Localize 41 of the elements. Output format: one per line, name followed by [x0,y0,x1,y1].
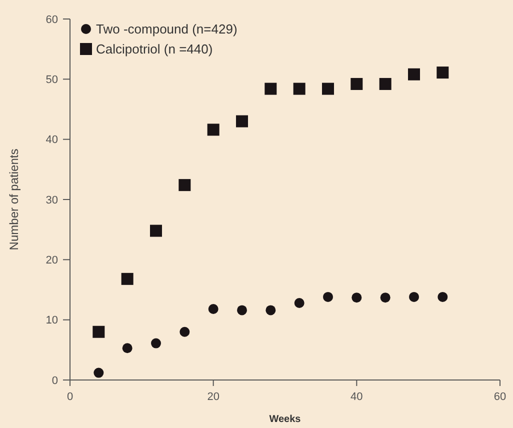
point [150,224,162,237]
point [379,78,392,90]
y-tick-label: 0 [52,374,58,387]
point [92,326,105,338]
legend-label: Two -compound (n=429) [96,22,238,37]
point [266,305,276,316]
y-tick-label: 20 [46,254,58,267]
point [151,338,161,348]
point [293,82,306,95]
point [352,292,362,303]
x-tick-label: 40 [350,391,363,403]
point [350,78,363,90]
point [438,292,448,302]
point [207,124,220,136]
y-tick-label: 60 [46,14,58,26]
point [236,115,248,128]
point [294,298,304,308]
point [121,272,134,285]
point [409,292,419,302]
x-axis-title: Weeks [269,414,302,425]
y-tick-label: 50 [46,74,58,86]
legend-label: Calcipotriol (n =440) [96,42,213,57]
point [323,292,333,302]
point [264,82,277,95]
y-tick-label: 40 [46,134,58,146]
x-tick-label: 0 [66,391,74,403]
point [237,305,247,316]
point [178,179,191,192]
point [94,368,104,378]
point [322,82,334,95]
point [436,66,449,79]
point [208,304,218,314]
point [122,343,132,354]
y-tick-label: 10 [46,314,58,327]
x-tick-label: 60 [494,391,506,403]
point [408,68,420,80]
x-tick-label: 20 [207,391,220,403]
point [180,326,190,337]
point [380,292,390,303]
y-axis-title: Number of patients [7,148,21,250]
y-tick-label: 30 [46,194,58,206]
